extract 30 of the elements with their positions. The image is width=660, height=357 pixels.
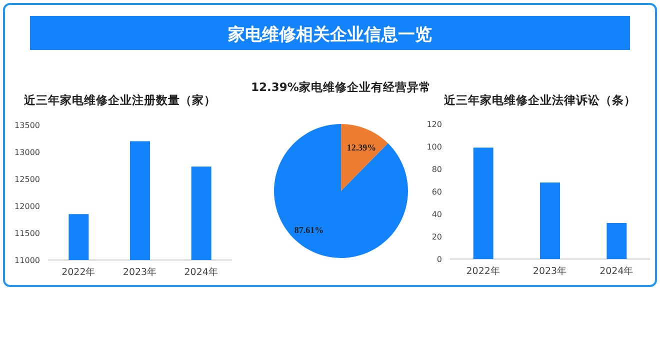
x-tick-label: 2024年 xyxy=(600,265,634,277)
y-tick-label: 100 xyxy=(426,142,442,152)
pie-slice xyxy=(341,124,388,191)
chart-title: 近三年家电维修企业注册数量（家） xyxy=(23,93,216,107)
data-label: 12.39% xyxy=(346,142,376,152)
chart-title: 12.39%家电维修企业有经营异常 xyxy=(251,80,431,94)
x-tick-label: 2023年 xyxy=(532,265,568,277)
y-tick-label: 40 xyxy=(432,210,442,219)
x-tick-label: 2022年 xyxy=(466,265,500,277)
y-tick-label: 60 xyxy=(432,188,442,196)
y-tick-label: 0 xyxy=(436,255,442,264)
data-label: 87.61% xyxy=(294,224,324,235)
y-tick-label: 80 xyxy=(432,165,442,174)
bar xyxy=(540,182,560,259)
y-tick-label: 120 xyxy=(426,120,442,129)
y-tick-label: 13500 xyxy=(14,121,40,130)
bar xyxy=(606,223,627,259)
y-tick-label: 11000 xyxy=(14,256,40,265)
bar xyxy=(473,148,494,259)
text: 家电维修相关企业信息一览 xyxy=(227,25,432,45)
y-tick-label: 13000 xyxy=(14,148,40,157)
x-tick-label: 2024年 xyxy=(184,266,218,278)
pie-slice xyxy=(274,124,408,258)
y-tick-label: 20 xyxy=(432,232,442,242)
x-tick-label: 2023年 xyxy=(122,266,158,278)
y-tick-label: 12500 xyxy=(14,175,40,184)
x-tick-label: 2022年 xyxy=(62,266,96,278)
y-tick-label: 11500 xyxy=(14,229,40,238)
chart-title: 近三年家电维修企业法律诉讼（条） xyxy=(443,93,636,107)
y-tick-label: 12000 xyxy=(14,202,40,211)
